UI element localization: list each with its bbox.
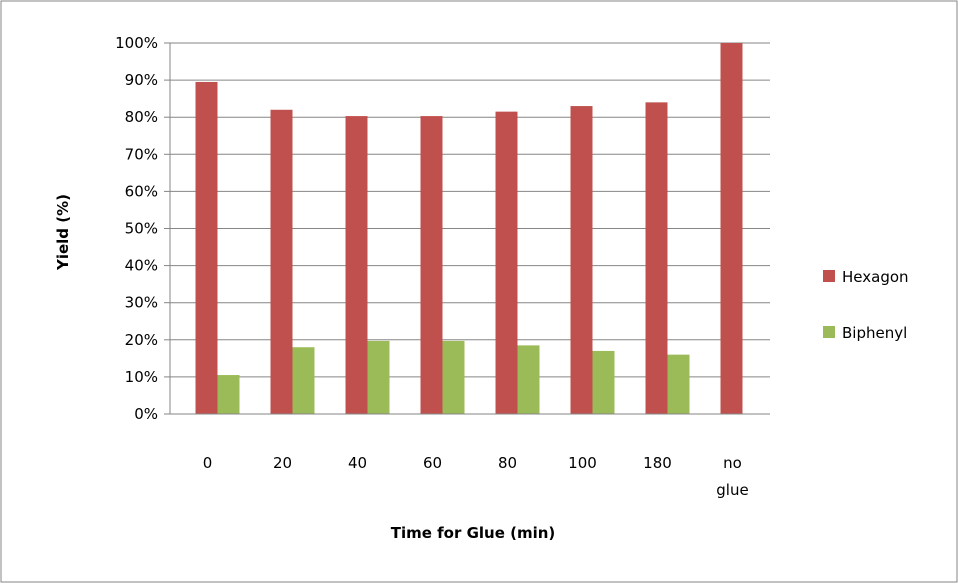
legend-label-biphenyl: Biphenyl (842, 324, 907, 342)
y-tick-label: 0% (134, 405, 158, 423)
y-tick-label: 100% (115, 34, 158, 52)
bar-hexagon-0 (195, 81, 218, 414)
bar-hexagon-5 (570, 106, 593, 414)
x-tick-label: 40 (348, 454, 367, 472)
x-axis-label: Time for Glue (min) (391, 524, 556, 542)
x-tick-label: 20 (273, 454, 292, 472)
y-tick-label: 60% (125, 182, 158, 200)
bar-biphenyl-1 (292, 347, 315, 414)
y-tick-label: 10% (125, 368, 158, 386)
x-tick-label: 80 (498, 454, 517, 472)
bar-biphenyl-4 (517, 345, 540, 414)
bar-biphenyl-2 (367, 340, 390, 414)
bar-biphenyl-5 (592, 350, 615, 414)
bar-hexagon-3 (420, 116, 443, 414)
bar-hexagon-1 (270, 109, 293, 414)
bar-hexagon-7 (720, 43, 743, 414)
x-tick-label: 100 (568, 454, 597, 472)
y-axis-label: Yield (%) (54, 194, 72, 271)
bar-hexagon-2 (345, 116, 368, 414)
bar-biphenyl-0 (217, 375, 240, 414)
legend-label-hexagon: Hexagon (842, 268, 909, 286)
bar-biphenyl-3 (442, 340, 465, 414)
legend-swatch-hexagon (823, 270, 835, 282)
x-tick-label: 180 (643, 454, 672, 472)
x-tick-label: glue (716, 481, 748, 499)
y-tick-labels: 0% 10% 20% 30% 40% 50% 60% 70% 80% 90% 100% (115, 34, 158, 423)
bar-hexagon-4 (495, 111, 518, 414)
y-tick-label: 30% (125, 294, 158, 312)
x-tick-label: no (723, 454, 742, 472)
y-tick-label: 80% (125, 108, 158, 126)
y-tick-label: 70% (125, 145, 158, 163)
y-tick-label: 20% (125, 331, 158, 349)
x-tick-label: 0 (203, 454, 213, 472)
legend-swatch-biphenyl (823, 326, 835, 338)
y-tick-label: 50% (125, 220, 158, 238)
gridlines (164, 42, 770, 415)
legend: Hexagon Biphenyl (823, 268, 909, 342)
bar-hexagon-6 (645, 102, 668, 415)
bar-biphenyl-6 (667, 354, 690, 414)
y-tick-label: 40% (125, 257, 158, 275)
x-tick-label: 60 (423, 454, 442, 472)
y-tick-label: 90% (125, 71, 158, 89)
axes (169, 43, 770, 415)
bars (195, 43, 743, 415)
x-tick-labels: 0 20 40 60 80 100 180 no glue (203, 454, 749, 499)
